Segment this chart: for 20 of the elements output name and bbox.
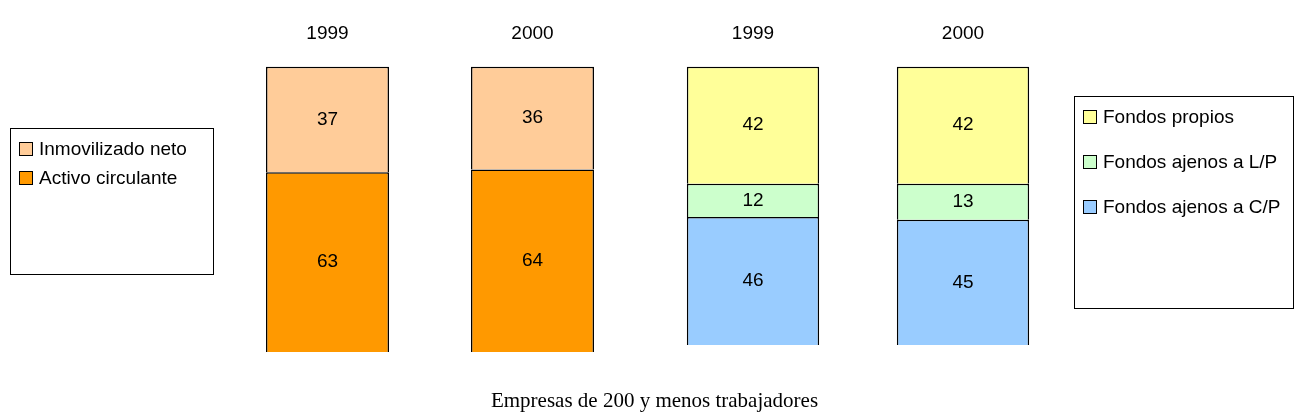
data-label: 12: [742, 188, 764, 210]
x-tick-label: 1999: [306, 21, 349, 43]
data-label: 42: [952, 113, 974, 135]
data-label: 37: [316, 107, 339, 129]
x-tick-label: 2000: [941, 21, 985, 43]
legend-label: Fondos ajenos a C/P: [1103, 195, 1281, 218]
legend-label: Fondos ajenos a L/P: [1103, 150, 1278, 173]
legend-label: Inmovilizado neto: [39, 137, 187, 160]
data-label: 36: [521, 106, 544, 128]
x-tick-label: 2000: [511, 21, 554, 43]
legend-label: Activo circulante: [39, 166, 178, 189]
x-tick-label: 1999: [731, 21, 775, 43]
data-label: 13: [952, 189, 974, 211]
data-label: 45: [952, 270, 974, 292]
data-label: 63: [316, 250, 339, 272]
data-label: 46: [742, 269, 764, 291]
data-label: 42: [742, 113, 764, 135]
data-label: 64: [521, 248, 544, 270]
text: Empresas de 200 y menos trabajadores: [489, 388, 820, 413]
legend-label: Fondos propios: [1103, 105, 1234, 128]
